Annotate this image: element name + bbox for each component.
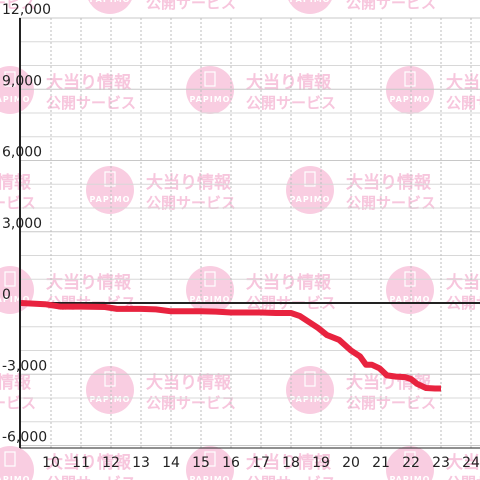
y-tick-label: -3,000	[2, 358, 47, 374]
watermark-line2: 公開サービス	[446, 474, 480, 480]
watermark-line1: 大当り情報	[46, 72, 132, 93]
watermark-line2: 公開サービス	[346, 194, 436, 212]
x-tick-label: 21	[372, 455, 390, 471]
watermark-logo-mark	[4, 271, 16, 287]
watermark-logo-text: PAPIMO	[0, 295, 30, 304]
y-tick-label: 9,000	[2, 73, 42, 89]
watermark-logo-mark	[404, 451, 416, 467]
watermark-line1: 大当り情報	[446, 452, 480, 473]
x-tick-label: 16	[222, 455, 240, 471]
watermark-logo-mark	[304, 371, 316, 387]
watermark-line2: 公開サービス	[0, 0, 36, 12]
watermark-logo-icon	[0, 66, 34, 114]
watermark-logo-mark	[204, 451, 216, 467]
watermark-logo-mark	[404, 71, 416, 87]
series-line-0	[20, 300, 441, 392]
watermark-line2: 公開サービス	[146, 0, 236, 12]
watermark-logo-text: PAPIMO	[390, 95, 431, 104]
watermark-logo-text: PAPIMO	[190, 95, 231, 104]
y-tick-label: -6,000	[2, 430, 47, 446]
watermark-logo-text: PAPIMO	[190, 475, 231, 480]
watermark-logo-text: PAPIMO	[90, 395, 131, 404]
x-tick-label: 19	[312, 455, 330, 471]
y-tick-label: 12,000	[2, 2, 51, 18]
watermark-logo-text: PAPIMO	[90, 195, 131, 204]
watermark-logo-mark	[304, 171, 316, 187]
y-tick-label: 3,000	[2, 216, 42, 232]
watermark-logo-icon	[186, 66, 234, 114]
x-tick-label: 10	[42, 455, 60, 471]
watermark-logo-icon	[386, 66, 434, 114]
watermark-logo-icon	[86, 166, 134, 214]
watermark-logo-icon	[0, 446, 34, 480]
watermark-logo-text: PAPIMO	[290, 0, 331, 4]
x-tick-label: 23	[432, 455, 450, 471]
watermark-line2: 公開サービス	[346, 394, 436, 412]
x-tick-label: 12	[102, 455, 120, 471]
watermark-logo-mark	[104, 171, 116, 187]
watermark-line2: 公開サービス	[346, 0, 436, 12]
watermark-logo-text: PAPIMO	[290, 195, 331, 204]
x-tick-label: 20	[342, 455, 360, 471]
watermark-line1: 大当り情報	[246, 72, 332, 93]
watermark-logo-icon	[386, 266, 434, 314]
x-tick-label: 22	[402, 455, 420, 471]
watermark-logo-icon	[386, 446, 434, 480]
watermark-line2: 公開サービス	[146, 394, 236, 412]
watermark-line1: 大当り情報	[246, 272, 332, 293]
watermark-line1: 大当り情報	[446, 72, 480, 93]
watermark-line1: 大当り情報	[446, 272, 480, 293]
watermark-line2: 公開サービス	[146, 194, 236, 212]
watermark-logo-text: PAPIMO	[390, 475, 431, 480]
x-tick-label: 17	[252, 455, 270, 471]
watermark-line1: 大当り情報	[146, 372, 232, 393]
watermark-line1: 大当り情報	[0, 372, 32, 393]
watermark-logo-text: PAPIMO	[90, 0, 131, 4]
watermark-line2: 公開サービス	[0, 394, 36, 412]
x-tick-label: 15	[192, 455, 210, 471]
x-tick-label: 11	[72, 455, 90, 471]
x-tick-label: 14	[162, 455, 180, 471]
y-tick-label: 0	[2, 287, 11, 303]
watermark-logo-mark	[204, 71, 216, 87]
x-tick-label: 13	[132, 455, 150, 471]
watermark-logo-icon	[86, 366, 134, 414]
watermark-logo-icon	[286, 366, 334, 414]
x-tick-label: 18	[282, 455, 300, 471]
watermark-line2: 公開サービス	[46, 94, 136, 112]
watermark-logo-icon	[88, 0, 132, 14]
tick-labels: 12,000 9,000 6,000 3,000 0 -3,000 -6,000 10 11 12…	[2, 2, 480, 471]
watermark-logo-text: PAPIMO	[0, 95, 30, 104]
watermark-logo-icon	[186, 446, 234, 480]
watermark-line1: 大当り情報	[46, 272, 132, 293]
watermark-line2: 公開サービス	[446, 94, 480, 112]
watermark-line2: 公開サービス	[46, 474, 136, 480]
watermark-logo-icon	[286, 166, 334, 214]
watermark-line1: 大当り情報	[0, 172, 32, 193]
watermark-logo-text: PAPIMO	[190, 295, 231, 304]
watermark-logo-text: PAPIMO	[290, 395, 331, 404]
watermark-logo-text: PAPIMO	[0, 475, 30, 480]
series	[20, 300, 441, 392]
grid	[19, 17, 480, 448]
watermark-line1: 大当り情報	[146, 172, 232, 193]
watermark-line1: 大当り情報	[46, 452, 132, 473]
watermark-line2: 公開サービス	[246, 474, 336, 480]
y-tick-label: 6,000	[2, 145, 42, 161]
axes	[19, 18, 480, 449]
watermark-logo-mark	[4, 71, 16, 87]
watermark-line2: 公開サービス	[0, 194, 36, 212]
x-tick-label: 24	[462, 455, 480, 471]
watermark-logo-text: PAPIMO	[390, 295, 431, 304]
watermark-logo-mark	[104, 371, 116, 387]
watermark-logo-icon	[186, 266, 234, 314]
watermark-logo-icon	[288, 0, 332, 14]
watermark-logo-mark	[4, 451, 16, 467]
watermark-line1: 大当り情報	[346, 172, 432, 193]
watermark-line1: 大当り情報	[246, 452, 332, 473]
